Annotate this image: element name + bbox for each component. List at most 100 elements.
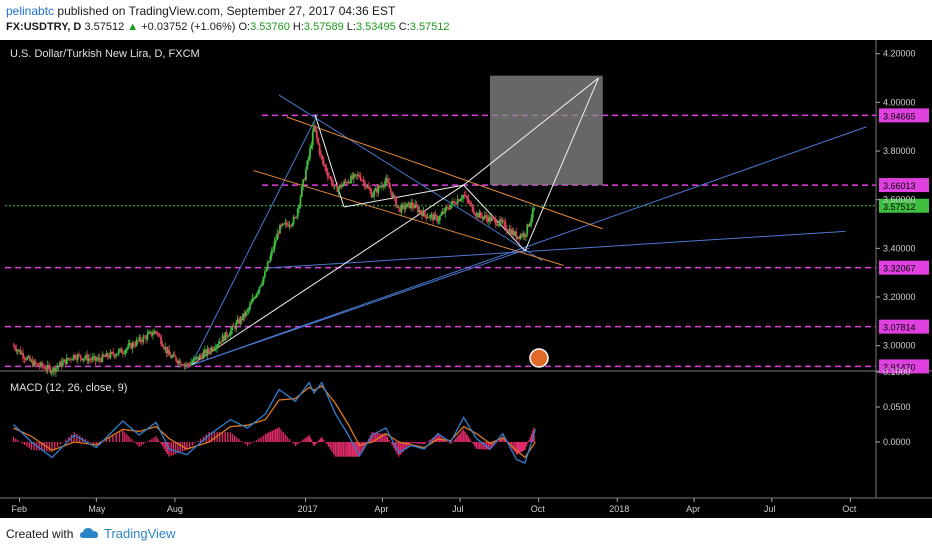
macd-histogram-bar xyxy=(266,433,268,442)
trendline[interactable] xyxy=(463,77,599,186)
macd-histogram-bar xyxy=(487,442,490,450)
macd-histogram-bar xyxy=(526,442,529,444)
candle-body xyxy=(389,187,392,192)
candle-body xyxy=(273,241,276,250)
candle-body xyxy=(209,351,212,353)
candle-body xyxy=(508,229,511,232)
candle-body xyxy=(322,160,325,165)
price-tick-label: 3.20000 xyxy=(883,292,916,302)
candle-series xyxy=(12,120,549,377)
level-badge-label: 3.57512 xyxy=(883,202,916,212)
macd-histogram-bar xyxy=(73,432,75,442)
candle-body xyxy=(523,233,526,237)
trendline[interactable] xyxy=(314,114,345,208)
candle-body xyxy=(45,369,48,371)
candle-body xyxy=(202,352,205,359)
macd-histogram-bar xyxy=(278,427,280,442)
target-zone-box[interactable] xyxy=(490,75,603,186)
candle-body xyxy=(326,172,329,177)
macd-histogram-bar xyxy=(142,442,145,445)
candle-body xyxy=(86,355,89,362)
candle-body xyxy=(412,206,415,209)
time-tick-label: Feb xyxy=(12,504,28,514)
time-tick-label: Oct xyxy=(531,504,546,514)
macd-histogram-bar xyxy=(240,440,242,442)
candle-body xyxy=(214,348,217,350)
candle-body xyxy=(411,202,414,207)
candle-body xyxy=(295,217,298,219)
author-link[interactable]: pelinabtc xyxy=(6,4,55,18)
macd-histogram-bar xyxy=(166,442,169,455)
economic-event-icon[interactable] xyxy=(529,348,549,368)
candle-body xyxy=(34,360,37,364)
macd-histogram-bar xyxy=(371,432,373,442)
macd-histogram-bar xyxy=(191,442,194,446)
macd-histogram-bar xyxy=(246,442,249,446)
time-tick-label: Jul xyxy=(764,504,776,514)
trendline[interactable] xyxy=(190,184,464,366)
high-value: 3.57589 xyxy=(303,21,344,33)
macd-histogram-bar xyxy=(413,442,416,444)
macd-histogram-bar xyxy=(253,441,255,443)
macd-histogram-bar xyxy=(124,432,126,442)
macd-histogram-bar xyxy=(200,438,202,442)
candle-body xyxy=(158,334,161,337)
macd-histogram-bar xyxy=(262,435,264,442)
level-badge-label: 3.66013 xyxy=(883,181,916,191)
candle-body xyxy=(307,157,310,161)
candle-body xyxy=(197,356,199,360)
macd-histogram-bar xyxy=(417,442,419,444)
chart-area[interactable]: 3.94665 3.66013 3.57512 3.32067 3.07814 2.914… xyxy=(0,40,932,518)
macd-histogram-bar xyxy=(420,442,422,444)
candle-body xyxy=(102,354,105,357)
macd-histogram-bar xyxy=(41,442,43,451)
trendline[interactable] xyxy=(269,230,846,269)
candle-body xyxy=(363,181,366,188)
macd-histogram-bar xyxy=(339,442,341,457)
macd-histogram-bar xyxy=(342,442,345,457)
candle-body xyxy=(482,216,485,219)
tradingview-brand-link[interactable]: TradingView xyxy=(104,526,176,541)
candle-body xyxy=(351,175,354,179)
candle-body xyxy=(270,250,273,256)
candle-body xyxy=(35,363,38,365)
time-axis: Feb May Aug 2017 Apr Jul Oct 2018 Apr Jul Oct xyxy=(12,498,857,514)
candle-body xyxy=(265,269,268,272)
trendline[interactable] xyxy=(343,184,464,208)
candle-body xyxy=(426,217,429,219)
macd-histogram-bar xyxy=(95,442,98,446)
macd-histogram-bar xyxy=(502,436,504,442)
candle-body xyxy=(333,184,336,186)
macd-histogram-bar xyxy=(482,442,484,450)
candle-body xyxy=(247,308,250,311)
macd-histogram-bar xyxy=(177,442,179,454)
candle-body xyxy=(352,174,355,179)
candle-body xyxy=(79,354,82,358)
macd-histogram-bar xyxy=(477,442,479,449)
candle-body xyxy=(188,364,191,366)
macd-histogram-bar xyxy=(183,442,186,451)
candle-body xyxy=(452,201,455,203)
macd-histogram-bar xyxy=(234,435,236,442)
macd-histogram-bar xyxy=(324,442,326,443)
candle-body xyxy=(123,353,126,355)
trendline[interactable] xyxy=(190,114,318,366)
candle-body xyxy=(60,361,63,367)
trendline[interactable] xyxy=(253,170,564,266)
candle-body xyxy=(365,187,367,189)
macd-histogram-bar xyxy=(315,442,317,444)
trendline[interactable] xyxy=(524,77,599,251)
candle-body xyxy=(503,220,505,222)
candle-body xyxy=(119,348,122,351)
candle-body xyxy=(501,220,504,222)
trendline[interactable] xyxy=(190,126,867,366)
trendline[interactable] xyxy=(278,94,543,261)
candle-body xyxy=(91,357,94,360)
candle-body xyxy=(432,214,434,221)
macd-histogram-bar xyxy=(115,434,117,442)
trendline[interactable] xyxy=(286,116,603,230)
time-tick-label: May xyxy=(88,504,106,514)
macd-histogram-bar xyxy=(351,442,354,457)
candle-body xyxy=(386,178,389,183)
candle-body xyxy=(18,349,20,351)
